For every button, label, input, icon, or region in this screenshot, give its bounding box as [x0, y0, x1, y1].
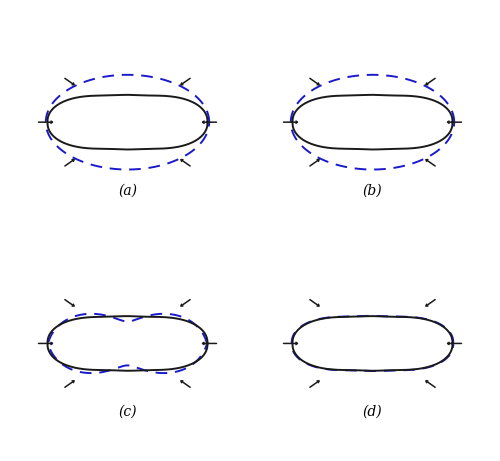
- Text: (a): (a): [118, 183, 137, 198]
- Text: (b): (b): [362, 183, 382, 198]
- Text: (d): (d): [362, 405, 382, 419]
- Text: (c): (c): [118, 405, 137, 419]
